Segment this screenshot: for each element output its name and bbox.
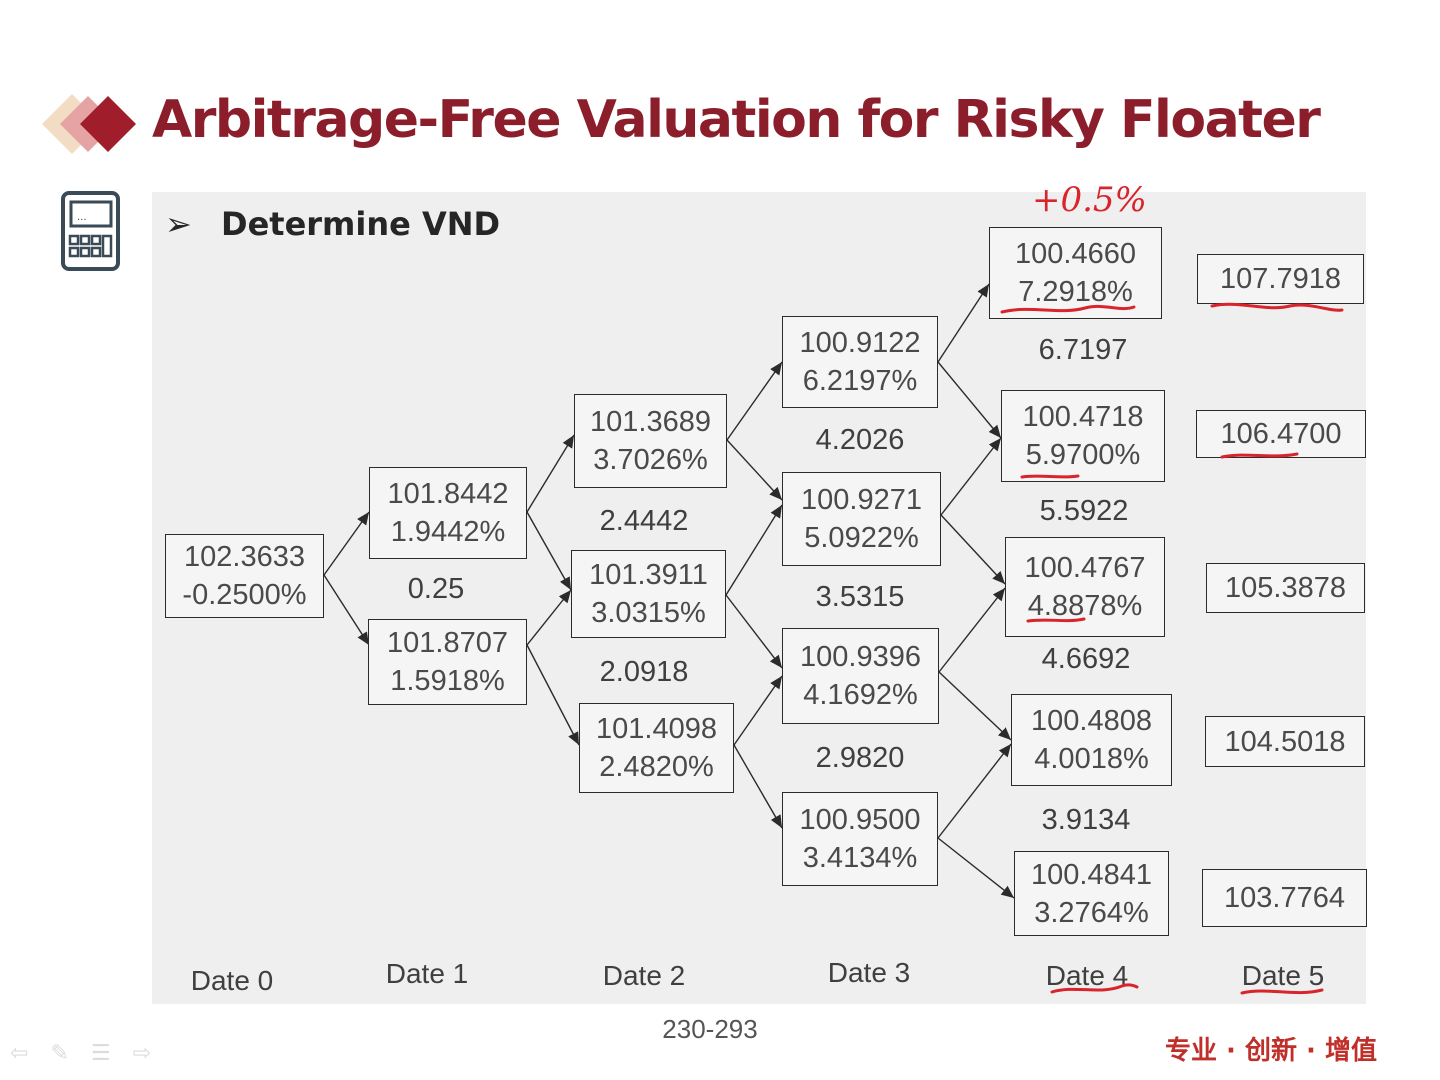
node-value: 102.3633 — [184, 541, 305, 573]
spread-label: 4.6692 — [1041, 643, 1131, 675]
spread-label: 6.7197 — [1038, 334, 1128, 366]
pen-icon[interactable]: ✎ — [50, 1040, 69, 1065]
date-label-3: Date 3 — [827, 957, 911, 988]
node-value: 101.3911 — [589, 559, 708, 591]
node-rate: 3.0315% — [591, 597, 706, 629]
node-value: 100.4767 — [1024, 552, 1146, 584]
spread-label: 3.5315 — [815, 581, 905, 613]
node-rate: 3.7026% — [593, 444, 708, 476]
node-value: 100.4718 — [1022, 401, 1144, 433]
node-rate: 5.9700% — [1025, 439, 1141, 471]
tree-node-date2-1: 101.3911 3.0315% — [571, 550, 726, 638]
tree-node-date4-1: 100.4718 5.9700% — [1001, 390, 1165, 482]
date-label-4: Date 4 — [1045, 960, 1129, 991]
final-value-0: 107.7918 — [1197, 254, 1364, 304]
node-value: 100.4841 — [1031, 858, 1152, 891]
spread-label: 2.4442 — [599, 505, 689, 537]
node-rate: 5.0922% — [804, 522, 919, 554]
tree-node-date3-2: 100.9396 4.1692% — [782, 628, 939, 724]
node-value: 101.8442 — [387, 478, 509, 510]
final-value-3: 104.5018 — [1205, 716, 1365, 767]
node-rate: 7.2918% — [1018, 276, 1133, 308]
slide-nav-bar: ⇦ ✎ ☰ ⇨ — [10, 1040, 151, 1066]
tree-node-date0: 102.3633 -0.2500% — [165, 534, 324, 618]
node-rate: 4.0018% — [1034, 743, 1149, 775]
node-value: 100.4808 — [1031, 705, 1152, 737]
tree-node-date3-3: 100.9500 3.4134% — [782, 792, 938, 886]
page-number: 230-293 — [662, 1014, 758, 1044]
node-value: 100.9500 — [799, 804, 921, 836]
final-value-2: 105.3878 — [1206, 563, 1365, 613]
back-arrow-icon[interactable]: ⇦ — [10, 1040, 29, 1065]
spread-label: 4.2026 — [815, 424, 905, 456]
node-value: 100.4660 — [1015, 238, 1136, 270]
node-rate: 6.2197% — [802, 365, 918, 397]
node-value: 101.3689 — [590, 406, 711, 438]
node-value: 101.8707 — [387, 627, 508, 659]
handwritten-annotation: +0.5% — [1032, 180, 1147, 220]
red-diamonds-logo — [42, 94, 136, 154]
tree-node-date4-3: 100.4808 4.0018% — [1011, 694, 1172, 786]
date-label-5: Date 5 — [1241, 960, 1325, 991]
calculator-icon: ... — [61, 191, 120, 271]
node-value: 100.9396 — [800, 641, 921, 673]
node-value: 101.4098 — [596, 713, 717, 745]
tree-node-date2-2: 101.4098 2.4820% — [579, 703, 734, 793]
tree-node-date4-0: 100.4660 7.2918% — [989, 227, 1162, 319]
tree-node-date2-0: 101.3689 3.7026% — [574, 394, 727, 488]
date-label-1: Date 1 — [385, 958, 469, 989]
date-label-0: Date 0 — [190, 965, 274, 996]
node-rate: 2.4820% — [599, 751, 714, 783]
node-value: 100.9271 — [801, 484, 922, 516]
spread-label: 2.9820 — [815, 742, 905, 774]
date-label-2: Date 2 — [602, 960, 686, 991]
svg-text:...: ... — [77, 212, 87, 223]
footer-slogan: 专业 · 创新 · 增值 — [1165, 1036, 1377, 1066]
node-rate: 1.9442% — [390, 516, 506, 548]
spread-label: 2.0918 — [599, 656, 689, 688]
section-heading: ➢ Determine VND — [165, 205, 500, 243]
forward-arrow-icon[interactable]: ⇨ — [132, 1040, 152, 1065]
node-rate: -0.2500% — [182, 579, 307, 611]
tree-node-date1-up: 101.8442 1.9442% — [369, 467, 527, 559]
spread-label: 3.9134 — [1041, 804, 1131, 836]
tree-node-date4-2: 100.4767 4.8878% — [1005, 537, 1165, 637]
node-rate: 3.4134% — [802, 842, 918, 874]
tree-node-date1-down: 101.8707 1.5918% — [368, 619, 527, 705]
node-rate: 3.2764% — [1034, 896, 1149, 929]
node-rate: 1.5918% — [390, 665, 505, 697]
tree-node-date3-1: 100.9271 5.0922% — [782, 472, 941, 566]
heading-text: Determine VND — [221, 205, 501, 243]
slide-title: Arbitrage-Free Valuation for Risky Float… — [152, 90, 1321, 150]
spread-label: 0.25 — [407, 573, 465, 605]
tree-node-date3-0: 100.9122 6.2197% — [782, 316, 938, 408]
node-value: 100.9122 — [799, 327, 921, 359]
node-rate: 4.8878% — [1027, 590, 1143, 622]
tree-node-date4-4: 100.4841 3.2764% — [1014, 851, 1169, 936]
menu-icon[interactable]: ☰ — [90, 1040, 111, 1065]
node-rate: 4.1692% — [803, 679, 918, 711]
spread-label: 5.5922 — [1039, 495, 1129, 527]
final-value-1: 106.4700 — [1196, 410, 1366, 458]
final-value-4: 103.7764 — [1202, 869, 1367, 927]
bullet-arrow-icon: ➢ — [165, 205, 192, 243]
